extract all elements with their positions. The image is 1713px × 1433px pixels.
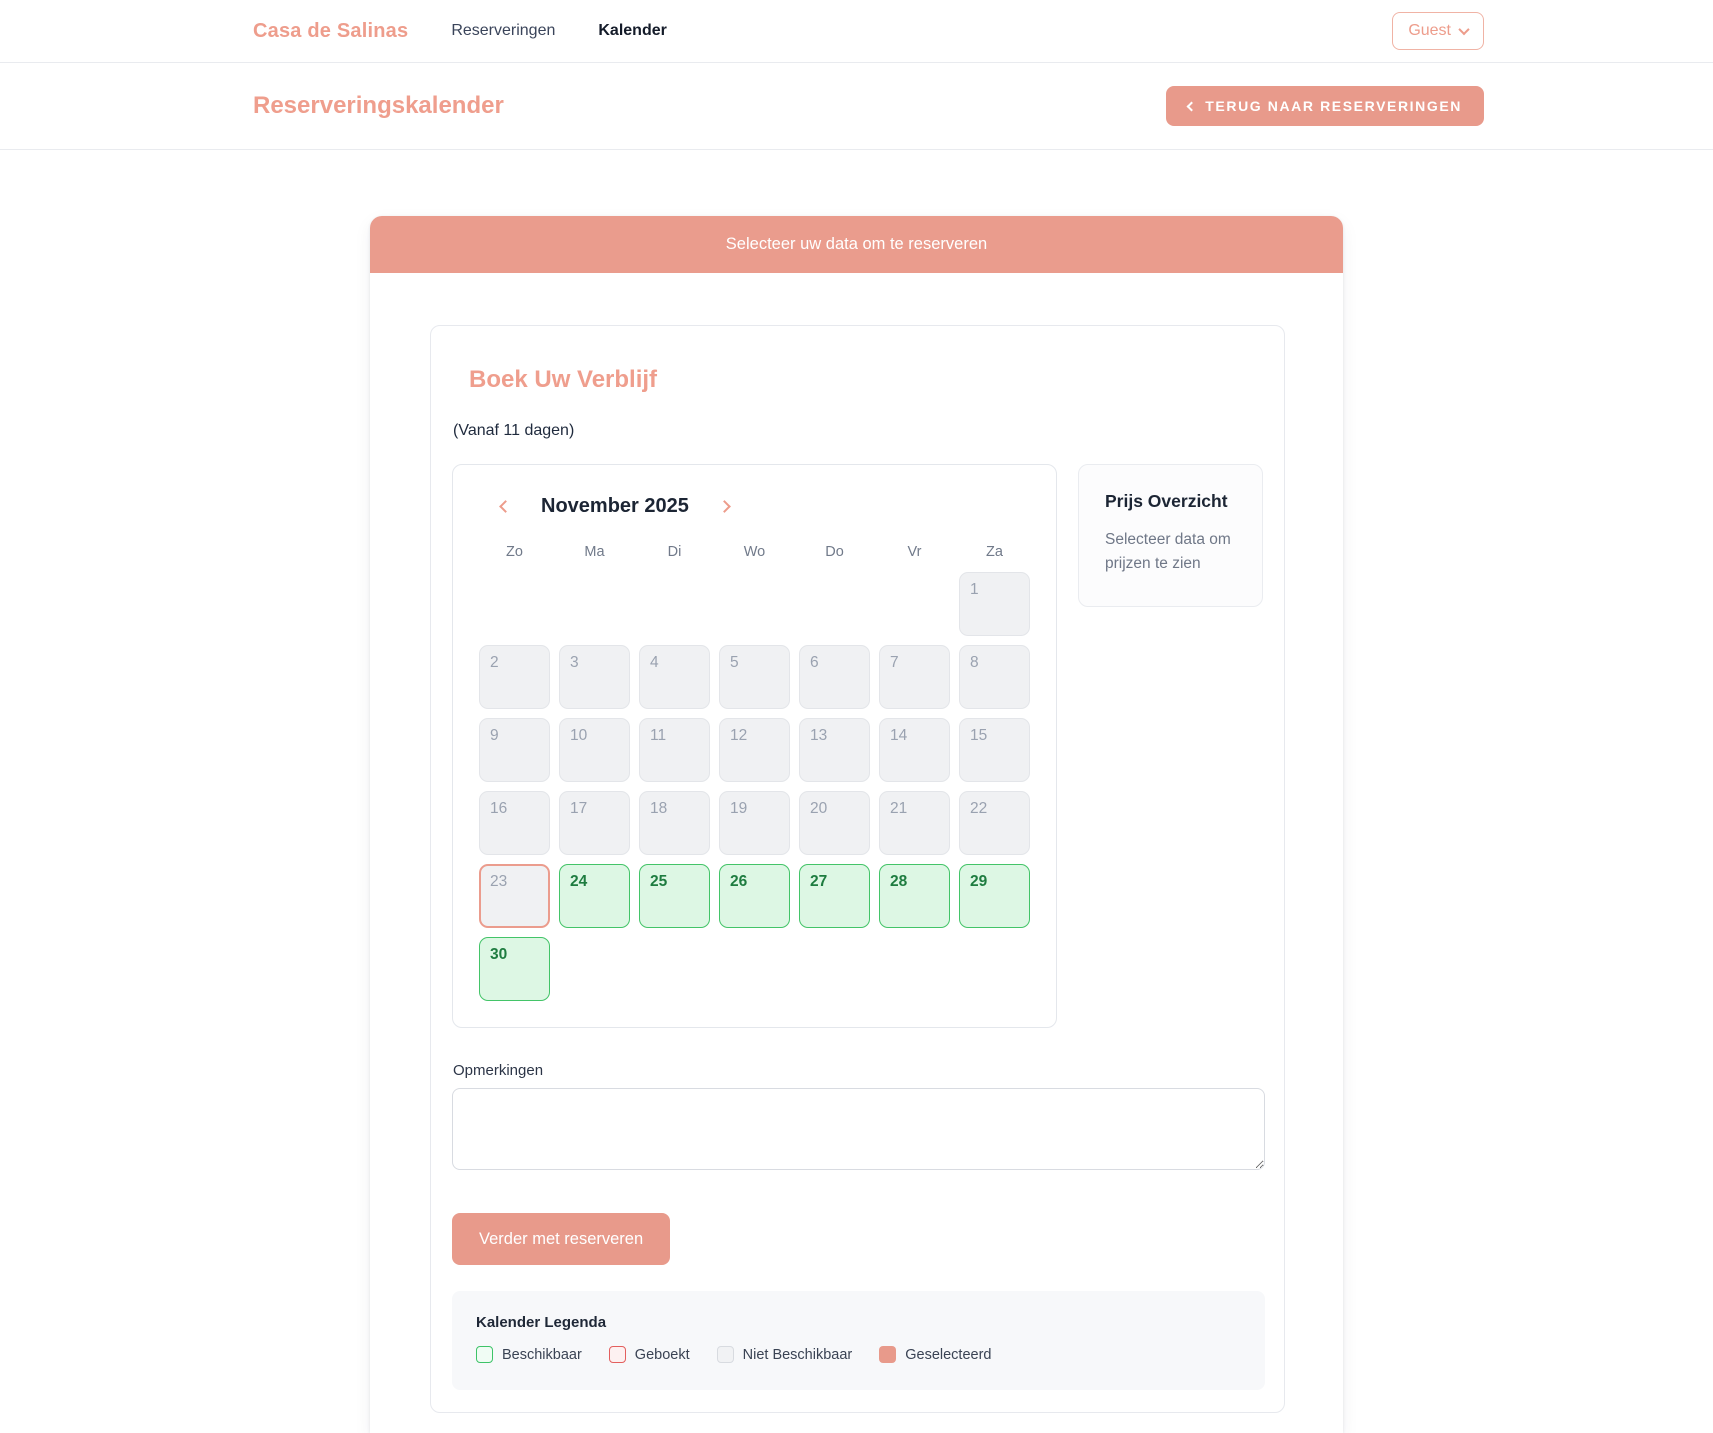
day-cell-26[interactable]: 26 xyxy=(719,864,790,928)
day-cell-16: 16 xyxy=(479,791,550,855)
day-cell-3: 3 xyxy=(559,645,630,709)
legend-label: Geboekt xyxy=(634,1346,690,1363)
day-cell-9: 9 xyxy=(479,718,550,782)
legend-label: Geselecteerd xyxy=(905,1346,992,1363)
day-cell-6: 6 xyxy=(799,645,870,709)
nav-links: Reserveringen Kalender xyxy=(451,22,667,40)
empty-day-cell xyxy=(479,572,550,636)
calendar-month-nav: November 2025 xyxy=(497,495,1030,518)
empty-day-cell xyxy=(799,572,870,636)
calendar-panel: November 2025 Zo Ma Di Wo Do Vr Za 1 2 3 4 5 6 7 8 9 10… xyxy=(452,464,1057,1028)
legend-swatch-booked xyxy=(608,1346,626,1363)
nav-link-kalender[interactable]: Kalender xyxy=(598,22,667,39)
legend-item-available: Beschikbaar xyxy=(476,1346,582,1363)
continue-reservation-button[interactable]: Verder met reserveren xyxy=(452,1213,671,1265)
empty-day-cell xyxy=(719,572,790,636)
legend-swatch-selected xyxy=(879,1346,897,1363)
chevron-left-icon xyxy=(1186,101,1197,111)
notes-label: Opmerkingen xyxy=(453,1062,544,1079)
day-cell-14: 14 xyxy=(879,718,950,782)
calendar-next-month-button[interactable] xyxy=(716,498,733,515)
page-header: Reserveringskalender TERUG NAAR RESERVER… xyxy=(0,63,1713,150)
day-cell-4: 4 xyxy=(639,645,710,709)
empty-day-cell xyxy=(639,572,710,636)
day-cell-1: 1 xyxy=(959,572,1030,636)
legend-items: Beschikbaar Geboekt Niet Beschikbaar Gesele… xyxy=(476,1346,1241,1363)
day-cell-30[interactable]: 30 xyxy=(479,937,550,1001)
calendar-legend: Kalender Legenda Beschikbaar Geboekt Niet … xyxy=(452,1291,1265,1390)
weekday-label: Wo xyxy=(743,544,766,560)
chevron-down-icon xyxy=(1458,23,1470,36)
chevron-left-icon xyxy=(499,500,512,513)
notes-textarea[interactable] xyxy=(452,1088,1265,1170)
day-cell-23: 23 xyxy=(479,864,550,928)
day-cell-5: 5 xyxy=(719,645,790,709)
empty-day-cell xyxy=(559,572,630,636)
empty-day-cell xyxy=(959,937,1030,1001)
day-cell-12: 12 xyxy=(719,718,790,782)
select-dates-banner: Selecteer uw data om te reserveren xyxy=(370,216,1343,273)
legend-swatch-available xyxy=(476,1346,493,1363)
day-cell-25[interactable]: 25 xyxy=(639,864,710,928)
legend-label: Beschikbaar xyxy=(502,1346,582,1363)
back-to-reservations-button[interactable]: TERUG NAAR RESERVERINGEN xyxy=(1166,86,1484,126)
weekday-row: Zo Ma Di Wo Do Vr Za xyxy=(479,544,1030,560)
day-cell-15: 15 xyxy=(959,718,1030,782)
day-cell-20: 20 xyxy=(799,791,870,855)
weekday-label: Do xyxy=(825,544,844,560)
legend-item-unavailable: Niet Beschikbaar xyxy=(716,1346,853,1363)
legend-label: Niet Beschikbaar xyxy=(742,1346,853,1363)
price-overview-empty-text: Selecteer data om prijzen te zien xyxy=(1105,531,1231,573)
day-cell-21: 21 xyxy=(879,791,950,855)
day-cell-22: 22 xyxy=(959,791,1030,855)
day-cell-18: 18 xyxy=(639,791,710,855)
legend-title: Kalender Legenda xyxy=(476,1314,607,1331)
weekday-label: Di xyxy=(667,544,682,560)
day-cell-7: 7 xyxy=(879,645,950,709)
calendar-day-grid: 1 2 3 4 5 6 7 8 9 10 11 12 13 14 15 16 17 18 19 20 21 22 23 24 2… xyxy=(479,572,1030,1001)
top-navbar: Casa de Salinas Reserveringen Kalender G… xyxy=(0,0,1713,63)
weekday-label: Zo xyxy=(506,544,523,560)
day-cell-19: 19 xyxy=(719,791,790,855)
legend-item-selected: Geselecteerd xyxy=(879,1346,991,1363)
nav-link-reserveringen[interactable]: Reserveringen xyxy=(451,22,556,39)
day-cell-10: 10 xyxy=(559,718,630,782)
weekday-label: Vr xyxy=(907,544,922,560)
page-title: Reserveringskalender xyxy=(253,92,504,119)
legend-swatch-unavailable xyxy=(716,1346,734,1363)
brand-logo[interactable]: Casa de Salinas xyxy=(253,19,409,42)
legend-item-booked: Geboekt xyxy=(608,1346,690,1363)
main-content: Selecteer uw data om te reserveren Boek … xyxy=(0,150,1713,1433)
booking-title: Boek Uw Verblijf xyxy=(469,366,658,393)
price-overview-panel: Prijs Overzicht Selecteer data om prijze… xyxy=(1078,464,1263,608)
empty-day-cell xyxy=(559,937,630,1001)
empty-day-cell xyxy=(799,937,870,1001)
guest-menu-button[interactable]: Guest xyxy=(1392,12,1484,50)
day-cell-17: 17 xyxy=(559,791,630,855)
calendar-prev-month-button[interactable] xyxy=(497,498,514,515)
empty-day-cell xyxy=(879,937,950,1001)
day-cell-28[interactable]: 28 xyxy=(879,864,950,928)
empty-day-cell xyxy=(719,937,790,1001)
day-cell-29[interactable]: 29 xyxy=(959,864,1030,928)
day-cell-13: 13 xyxy=(799,718,870,782)
day-cell-2: 2 xyxy=(479,645,550,709)
day-cell-24[interactable]: 24 xyxy=(559,864,630,928)
calendar-month-label: November 2025 xyxy=(541,495,689,517)
booking-form-card: Boek Uw Verblijf (Vanaf 11 dagen) Novemb… xyxy=(430,325,1285,1413)
weekday-label: Za xyxy=(986,544,1003,560)
day-cell-11: 11 xyxy=(639,718,710,782)
day-cell-8: 8 xyxy=(959,645,1030,709)
day-cell-27[interactable]: 27 xyxy=(799,864,870,928)
back-button-label: TERUG NAAR RESERVERINGEN xyxy=(1205,98,1462,114)
chevron-right-icon xyxy=(718,500,731,513)
weekday-label: Ma xyxy=(584,544,605,560)
empty-day-cell xyxy=(879,572,950,636)
price-overview-title: Prijs Overzicht xyxy=(1105,491,1228,511)
minimum-stay-note: (Vanaf 11 dagen) xyxy=(453,422,575,439)
guest-menu-label: Guest xyxy=(1408,22,1451,39)
booking-card: Selecteer uw data om te reserveren Boek … xyxy=(370,216,1343,1433)
empty-day-cell xyxy=(639,937,710,1001)
